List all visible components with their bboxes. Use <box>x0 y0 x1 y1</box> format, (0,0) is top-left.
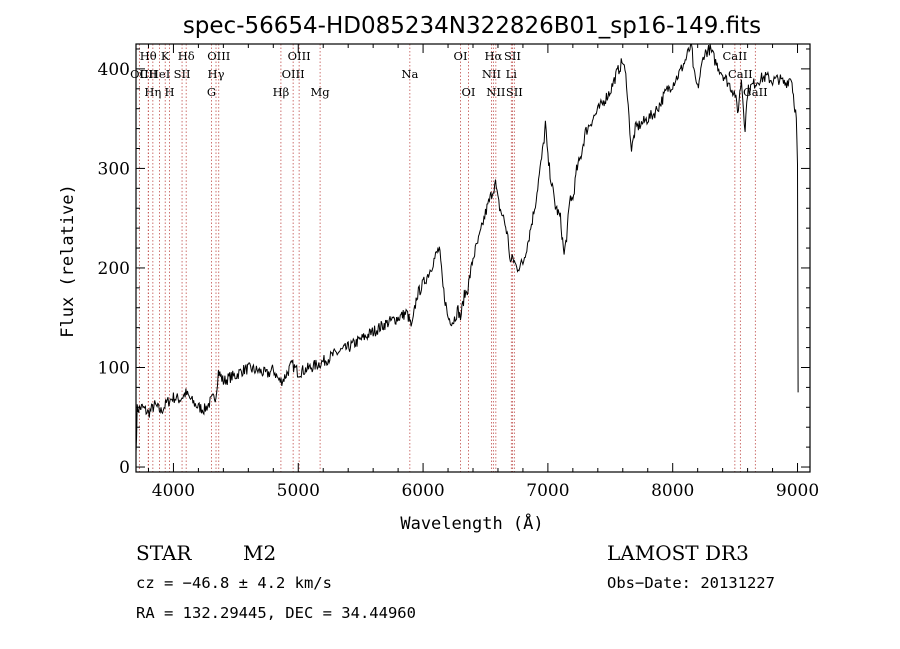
line-label-hθ: Hθ <box>140 49 157 63</box>
survey-name: LAMOST DR3 <box>607 541 749 565</box>
line-label-na: Na <box>401 67 418 81</box>
line-label-nii: NII <box>482 67 501 81</box>
observation-date: Obs−Date: 20131227 <box>607 574 775 592</box>
y-tick-label: 0 <box>119 458 130 478</box>
line-label-k: K <box>161 49 170 63</box>
line-label-hη: Hη <box>144 85 161 99</box>
x-tick-label: 7000 <box>526 481 569 501</box>
line-label-sii: SII <box>174 67 191 81</box>
redshift-cz: cz = −46.8 ± 4.2 km/s <box>136 574 332 592</box>
line-label-cii: CII <box>140 67 158 81</box>
line-label-oii: OII <box>130 67 149 81</box>
x-tick-label: 8000 <box>651 481 694 501</box>
line-label-nii: NII <box>486 85 505 99</box>
x-axis-ticks: 4000 5000 6000 7000 8000 9000 <box>147 44 819 501</box>
y-tick-label: 400 <box>98 60 130 80</box>
x-tick-label: 9000 <box>776 481 819 501</box>
object-class: STAR <box>136 541 192 565</box>
line-label-sii: SII <box>506 85 523 99</box>
line-label-h: H <box>165 85 175 99</box>
line-label-oi: OI <box>454 49 468 63</box>
line-label-caii: CaII <box>728 67 753 81</box>
line-label-hβ: Hβ <box>273 85 290 99</box>
emission-line-markers <box>138 44 756 472</box>
line-label-oiii: OIII <box>282 67 305 81</box>
line-label-hα: Hα <box>484 49 502 63</box>
y-axis-label: Flux (relative) <box>58 184 78 338</box>
line-label-oiii: OIII <box>207 49 230 63</box>
x-tick-label: 4000 <box>152 481 195 501</box>
chart-title: spec-56654-HD085234N322826B01_sp16-149.f… <box>183 13 761 39</box>
line-label-li: Li <box>506 67 518 81</box>
line-label-hei: HeI <box>149 67 170 81</box>
y-tick-label: 100 <box>98 358 130 378</box>
line-label-g: G <box>207 85 216 99</box>
x-tick-label: 5000 <box>277 481 320 501</box>
emission-line-labels: OII Hθ CII Hη HeI K H SII Hδ G Hγ OIII Hβ OIII OIII Mg N… <box>130 49 768 99</box>
line-label-oi: OI <box>462 85 476 99</box>
y-tick-label: 200 <box>98 259 130 279</box>
x-axis-label: Wavelength (Å) <box>400 512 543 534</box>
line-label-hδ: Hδ <box>178 49 195 63</box>
object-subclass: M2 <box>243 541 276 565</box>
line-label-sii: SII <box>504 49 521 63</box>
coordinates: RA = 132.29445, DEC = 34.44960 <box>136 604 416 622</box>
line-label-caii: CaII <box>722 49 747 63</box>
y-tick-label: 300 <box>98 159 130 179</box>
spectrum-line <box>135 43 799 453</box>
line-label-hγ: Hγ <box>208 67 225 81</box>
x-tick-label: 6000 <box>401 481 444 501</box>
line-label-mg: Mg <box>311 85 331 99</box>
line-label-oiii: OIII <box>288 49 311 63</box>
y-axis-ticks: 0 100 200 300 400 <box>98 48 810 478</box>
